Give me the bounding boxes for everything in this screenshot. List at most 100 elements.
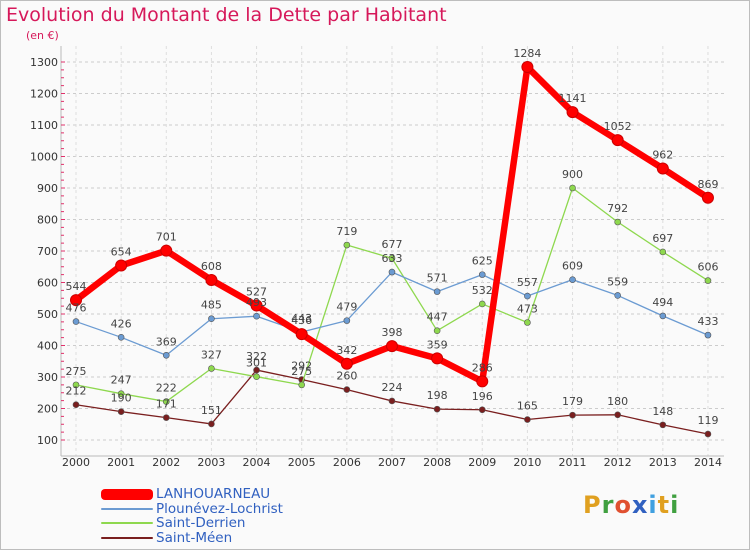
data-point-saint-derrien	[659, 248, 667, 256]
y-tick-label: 300	[37, 371, 58, 384]
data-label-saint-meen: 179	[562, 395, 583, 408]
y-tick-label: 200	[37, 403, 58, 416]
data-label-lanhouarneau: 527	[246, 285, 267, 298]
data-point-plounevez-lochrist	[524, 292, 531, 300]
legend-item: Saint-Méen	[101, 529, 361, 546]
legend-swatch	[101, 488, 153, 500]
data-label-plounevez-lochrist: 494	[652, 296, 673, 309]
data-label-lanhouarneau: 286	[472, 361, 493, 374]
data-point-plounevez-lochrist	[117, 334, 125, 341]
data-label-lanhouarneau: 1141	[559, 92, 587, 105]
data-point-lanhouarneau	[521, 61, 534, 74]
y-tick-label: 100	[37, 434, 58, 447]
x-tick-label: 2003	[197, 456, 225, 469]
y-tick-label: 1100	[30, 119, 58, 132]
data-label-saint-derrien: 222	[156, 382, 177, 395]
data-label-saint-meen: 148	[652, 405, 673, 418]
legend-label: Saint-Méen	[156, 529, 233, 546]
data-label-saint-derrien: 606	[697, 261, 718, 274]
data-label-saint-meen: 292	[291, 360, 312, 373]
data-point-lanhouarneau	[340, 357, 353, 370]
data-point-saint-meen	[388, 397, 396, 405]
data-label-plounevez-lochrist: 433	[697, 315, 718, 328]
proxiti-logo: Proxiti	[583, 491, 680, 519]
data-label-saint-derrien: 447	[427, 311, 448, 324]
data-label-plounevez-lochrist: 443	[291, 312, 312, 325]
data-point-saint-meen	[253, 366, 260, 374]
y-tick-label: 600	[37, 277, 58, 290]
legend-item: LANHOUARNEAU	[101, 486, 361, 502]
data-point-saint-meen	[478, 406, 486, 414]
data-label-saint-derrien: 719	[336, 225, 357, 238]
data-label-lanhouarneau: 869	[697, 178, 718, 191]
data-label-lanhouarneau: 398	[381, 326, 402, 339]
data-point-lanhouarneau	[476, 375, 489, 388]
data-label-saint-meen: 190	[111, 392, 132, 405]
data-point-plounevez-lochrist	[659, 312, 667, 320]
data-label-saint-derrien: 532	[472, 284, 493, 297]
data-point-lanhouarneau	[431, 352, 444, 365]
x-tick-label: 2014	[694, 456, 722, 469]
data-point-saint-derrien	[298, 381, 306, 389]
y-tick-label: 1200	[30, 88, 58, 101]
x-tick-label: 2010	[513, 456, 541, 469]
data-point-lanhouarneau	[115, 259, 128, 272]
data-point-saint-derrien	[162, 398, 170, 405]
data-point-saint-meen	[569, 411, 576, 419]
data-point-plounevez-lochrist	[478, 271, 486, 278]
data-label-saint-derrien: 275	[291, 365, 312, 378]
data-label-plounevez-lochrist: 609	[562, 260, 583, 273]
data-label-plounevez-lochrist: 557	[517, 276, 538, 289]
data-point-lanhouarneau	[656, 162, 669, 175]
data-label-saint-derrien: 327	[201, 348, 222, 361]
data-label-saint-derrien: 697	[652, 232, 673, 245]
data-point-plounevez-lochrist	[614, 292, 621, 299]
data-point-plounevez-lochrist	[343, 317, 351, 324]
data-point-saint-derrien	[614, 218, 621, 226]
x-tick-label: 2002	[152, 456, 180, 469]
data-label-lanhouarneau: 1284	[513, 47, 541, 60]
data-label-saint-derrien: 473	[517, 303, 538, 316]
data-label-plounevez-lochrist: 476	[66, 302, 87, 315]
legend-swatch	[101, 507, 153, 510]
legend-swatch	[101, 522, 153, 525]
data-point-saint-derrien	[208, 365, 215, 372]
chart-title: Evolution du Montant de la Dette par Hab…	[6, 4, 447, 26]
data-label-plounevez-lochrist: 485	[201, 299, 222, 312]
data-point-saint-derrien	[117, 390, 125, 397]
data-point-plounevez-lochrist	[569, 276, 576, 283]
data-point-lanhouarneau	[611, 134, 624, 147]
data-label-plounevez-lochrist: 479	[336, 301, 357, 314]
x-tick-label: 2006	[333, 456, 361, 469]
x-tick-label: 2008	[423, 456, 451, 469]
x-tick-label: 2004	[243, 456, 271, 469]
x-tick-label: 2009	[468, 456, 496, 469]
x-tick-label: 2007	[378, 456, 406, 469]
data-point-saint-meen	[208, 420, 215, 428]
data-label-plounevez-lochrist: 559	[607, 275, 628, 288]
data-label-saint-meen: 198	[427, 389, 448, 402]
data-label-saint-derrien: 301	[246, 357, 267, 370]
data-label-lanhouarneau: 654	[111, 245, 132, 258]
data-label-saint-meen: 165	[517, 400, 538, 413]
data-point-saint-derrien	[72, 381, 80, 389]
data-label-saint-derrien: 247	[111, 374, 132, 387]
y-tick-label: 500	[37, 308, 58, 321]
data-label-saint-meen: 322	[246, 350, 267, 363]
data-point-saint-meen	[614, 411, 621, 419]
chart-unit: (en €)	[26, 29, 59, 42]
data-point-saint-derrien	[704, 277, 712, 284]
data-label-plounevez-lochrist: 633	[381, 252, 402, 265]
data-label-plounevez-lochrist: 625	[472, 255, 493, 268]
data-label-lanhouarneau: 436	[291, 314, 312, 327]
x-tick-label: 2012	[604, 456, 632, 469]
data-point-lanhouarneau	[205, 273, 218, 286]
data-point-saint-meen	[524, 416, 531, 423]
data-point-saint-meen	[117, 408, 125, 415]
data-label-saint-meen: 151	[201, 404, 222, 417]
data-point-plounevez-lochrist	[72, 318, 80, 325]
data-point-lanhouarneau	[295, 328, 308, 341]
legend: LANHOUARNEAU Plounévez-Lochrist Saint-Derr…	[101, 486, 361, 546]
data-label-saint-meen: 212	[66, 385, 87, 398]
legend-item: Plounévez-Lochrist	[101, 501, 361, 517]
